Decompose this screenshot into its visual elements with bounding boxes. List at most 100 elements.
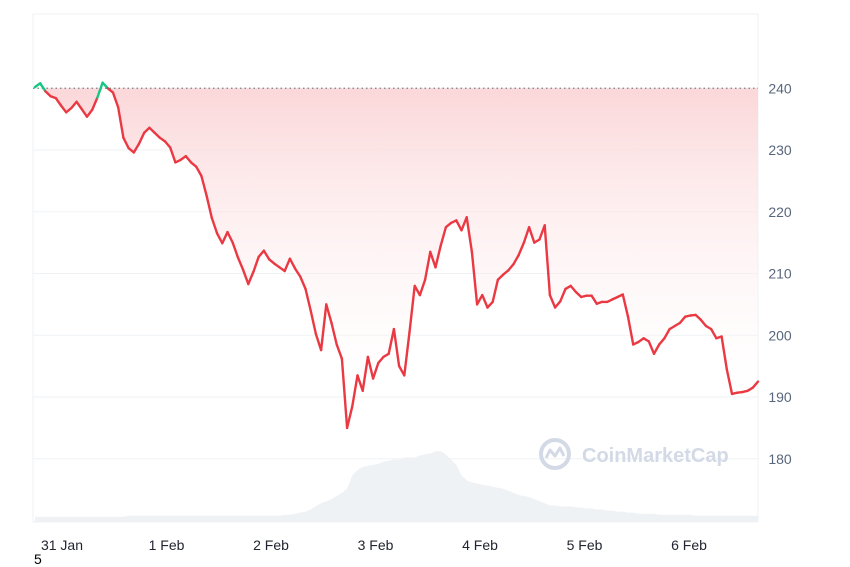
price-segment <box>652 343 661 355</box>
price-segment <box>335 343 344 360</box>
price-segment <box>439 225 448 247</box>
price-segment <box>496 273 505 281</box>
price-segment <box>491 278 500 304</box>
price-segment <box>111 91 120 109</box>
price-segment <box>408 284 416 334</box>
price-segment <box>710 327 718 340</box>
price-segment <box>429 250 437 269</box>
price-segment <box>366 355 375 380</box>
price-segment <box>527 225 536 244</box>
price-segment <box>257 249 266 258</box>
coinmarketcap-logo-icon <box>539 438 571 470</box>
footnote: 5 <box>34 551 42 567</box>
price-segment <box>423 250 432 281</box>
price-segment <box>351 374 359 408</box>
price-segment <box>626 315 635 346</box>
price-segment <box>288 257 297 270</box>
price-segment <box>403 331 411 377</box>
x-tick-label: 3 Feb <box>358 537 394 553</box>
price-segment <box>304 287 312 312</box>
price-segment <box>621 293 630 318</box>
y-tick-label: 190 <box>768 389 792 405</box>
price-segment <box>309 309 318 336</box>
price-segment <box>54 96 63 107</box>
price-segment <box>252 255 260 273</box>
price-segment <box>345 405 354 430</box>
price-segment <box>658 337 666 346</box>
price-segment <box>377 355 385 365</box>
price-segment <box>85 108 94 118</box>
watermark: CoinMarketCap <box>539 438 729 470</box>
price-segment <box>647 340 656 355</box>
price-segment <box>455 219 463 232</box>
price-segment <box>553 300 562 309</box>
price-segment <box>59 104 68 114</box>
y-tick-label: 200 <box>768 327 792 343</box>
price-segment <box>44 90 52 98</box>
price-segment <box>247 270 255 286</box>
x-tick-label: 2 Feb <box>253 537 289 553</box>
price-segment <box>101 81 110 90</box>
price-segment <box>569 284 578 294</box>
watermark-text: CoinMarketCap <box>582 445 729 467</box>
price-segment <box>751 380 760 389</box>
price-segment <box>434 244 442 269</box>
price-segment <box>475 293 484 306</box>
price-segment <box>340 357 349 430</box>
price-segment <box>283 257 292 273</box>
x-tick-label: 4 Feb <box>462 537 498 553</box>
price-segment <box>319 303 328 352</box>
price-segment <box>226 230 234 244</box>
price-segment <box>194 165 203 178</box>
price-segment <box>387 327 396 355</box>
price-segment <box>481 293 489 309</box>
x-tick-label: 5 Feb <box>567 537 603 553</box>
price-segment <box>200 174 208 197</box>
price-segment <box>221 230 229 245</box>
price-segment <box>210 216 219 235</box>
price-segment <box>465 216 474 254</box>
x-tick-label: 6 Feb <box>671 537 707 553</box>
price-segment <box>39 82 47 93</box>
price-segment <box>70 100 78 110</box>
price-segment <box>548 293 557 309</box>
price-segment <box>361 355 370 392</box>
price-segment <box>543 224 552 297</box>
price-segment <box>163 140 172 149</box>
volume-area <box>35 451 758 522</box>
y-tick-label: 180 <box>768 451 792 467</box>
price-segment <box>132 142 141 154</box>
price-segment <box>205 194 214 220</box>
price-segment <box>293 267 302 278</box>
price-area-fill <box>35 88 758 428</box>
price-segment <box>725 368 734 396</box>
y-tick-label: 220 <box>768 204 792 220</box>
price-segment <box>299 275 307 291</box>
price-segment <box>507 263 515 272</box>
y-axis-ticks: 180 190 200 210 220 230 240 <box>768 80 792 467</box>
price-segment <box>356 374 364 392</box>
price-segment <box>80 107 89 118</box>
x-tick-label: 31 Jan <box>41 537 83 553</box>
price-segment <box>330 321 338 346</box>
price-segment <box>418 278 427 297</box>
x-tick-label: 1 Feb <box>149 537 185 553</box>
price-segment <box>262 249 271 261</box>
price-segment <box>215 232 224 245</box>
price-segment <box>413 284 422 297</box>
price-segment <box>522 225 531 244</box>
x-axis-ticks: 31 Jan 1 Feb 2 Feb 3 Feb 4 Feb 5 Feb 6 Feb <box>41 537 707 553</box>
price-segment <box>231 241 240 259</box>
price-segment <box>559 287 567 303</box>
price-segment <box>236 256 245 271</box>
price-segment <box>574 290 583 299</box>
price-segment <box>512 253 520 266</box>
price-segment <box>470 250 479 306</box>
price-segment <box>116 106 125 139</box>
price-segment <box>720 335 728 371</box>
price-segment <box>590 294 598 305</box>
price-segment <box>325 303 333 325</box>
price-segment <box>90 96 99 112</box>
price-segment <box>371 361 380 380</box>
